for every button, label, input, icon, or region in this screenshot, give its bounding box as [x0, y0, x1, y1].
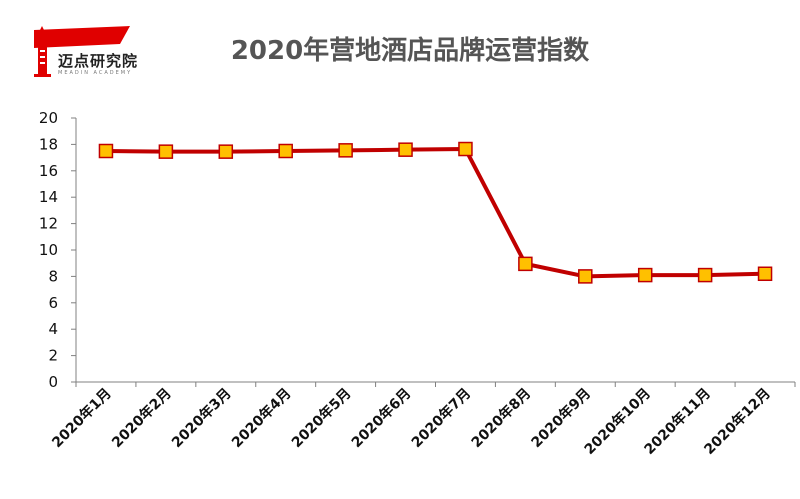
data-point-marker	[98, 143, 114, 159]
y-tick-label: 12	[39, 215, 58, 233]
data-point-marker	[218, 144, 234, 159]
x-tick-label: 2020年4月	[228, 385, 294, 451]
y-tick-label: 18	[39, 135, 58, 153]
x-tick-label: 2020年7月	[408, 385, 474, 451]
brand-tagline: MEADIN ACADEMY	[58, 70, 133, 76]
data-point-marker	[518, 256, 533, 272]
y-tick-label: 16	[39, 162, 58, 180]
y-tick-label: 14	[39, 188, 58, 206]
data-point-marker	[578, 269, 593, 284]
y-tick-label: 0	[48, 373, 58, 391]
y-axis-ticks: 0 2 4 6 8 10 12 14 16 18 20	[39, 109, 76, 391]
y-tick-label: 6	[48, 294, 58, 312]
data-point-marker	[458, 141, 473, 157]
data-point-marker	[158, 144, 174, 159]
x-tick-label: 2020年2月	[108, 385, 174, 451]
x-tick-label: 2020年9月	[528, 385, 594, 451]
x-tick-label: 2020年6月	[348, 385, 414, 451]
x-tick-label: 2020年1月	[49, 385, 115, 451]
data-point-marker	[338, 143, 353, 158]
series-line	[105, 147, 766, 279]
x-tick-label: 2020年3月	[168, 385, 234, 451]
data-point-marker	[697, 267, 713, 283]
chart-axes	[75, 118, 795, 383]
brand-name: 迈点研究院	[58, 52, 139, 70]
y-tick-label: 10	[39, 241, 58, 259]
data-point-marker	[278, 143, 293, 159]
brand-logo-icon	[34, 26, 130, 77]
x-tick-label: 2020年5月	[288, 385, 354, 451]
y-tick-label: 20	[39, 109, 58, 127]
y-tick-label: 4	[48, 320, 58, 338]
y-tick-label: 2	[48, 347, 58, 365]
data-series	[98, 141, 773, 284]
data-point-marker	[637, 267, 653, 283]
data-point-marker	[398, 142, 413, 157]
data-point-marker	[757, 266, 773, 282]
x-tick-label: 2020年8月	[468, 385, 534, 451]
y-tick-label: 8	[48, 267, 58, 285]
x-axis-ticks: 2020年1月2020年2月2020年3月2020年4月2020年5月2020年…	[49, 382, 796, 458]
chart-title: 2020年营地酒店品牌运营指数	[230, 36, 590, 66]
